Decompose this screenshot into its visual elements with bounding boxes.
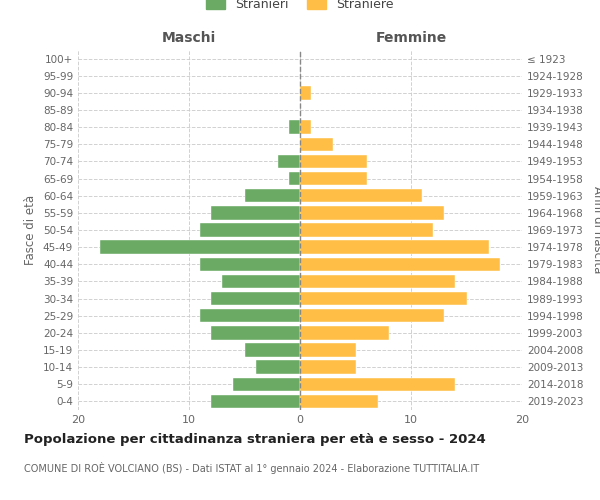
Bar — [300, 86, 311, 100]
Bar — [200, 224, 300, 236]
Bar — [300, 154, 367, 168]
Bar — [200, 309, 300, 322]
Bar — [300, 189, 422, 202]
Bar — [211, 292, 300, 306]
Bar — [289, 120, 300, 134]
Bar — [300, 344, 356, 356]
Bar — [211, 326, 300, 340]
Bar — [300, 172, 367, 186]
Text: COMUNE DI ROÈ VOLCIANO (BS) - Dati ISTAT al 1° gennaio 2024 - Elaborazione TUTTI: COMUNE DI ROÈ VOLCIANO (BS) - Dati ISTAT… — [24, 462, 479, 474]
Bar — [300, 258, 500, 271]
Bar — [300, 309, 445, 322]
Bar — [211, 394, 300, 408]
Bar — [211, 206, 300, 220]
Bar — [100, 240, 300, 254]
Bar — [300, 274, 455, 288]
Bar — [300, 120, 311, 134]
Bar — [278, 154, 300, 168]
Bar — [233, 378, 300, 391]
Bar — [300, 394, 378, 408]
Bar — [223, 274, 300, 288]
Y-axis label: Anni di nascita: Anni di nascita — [590, 186, 600, 274]
Text: Popolazione per cittadinanza straniera per età e sesso - 2024: Popolazione per cittadinanza straniera p… — [24, 432, 486, 446]
Bar — [300, 360, 356, 374]
Bar — [300, 224, 433, 236]
Bar — [300, 206, 445, 220]
Bar — [300, 378, 455, 391]
Bar — [256, 360, 300, 374]
Text: Maschi: Maschi — [162, 31, 216, 45]
Legend: Stranieri, Straniere: Stranieri, Straniere — [200, 0, 400, 17]
Bar — [300, 138, 334, 151]
Bar — [245, 189, 300, 202]
Bar — [245, 344, 300, 356]
Y-axis label: Fasce di età: Fasce di età — [25, 195, 37, 265]
Bar — [289, 172, 300, 186]
Bar — [200, 258, 300, 271]
Text: Femmine: Femmine — [376, 31, 446, 45]
Bar — [300, 292, 467, 306]
Bar — [300, 240, 489, 254]
Bar — [300, 326, 389, 340]
